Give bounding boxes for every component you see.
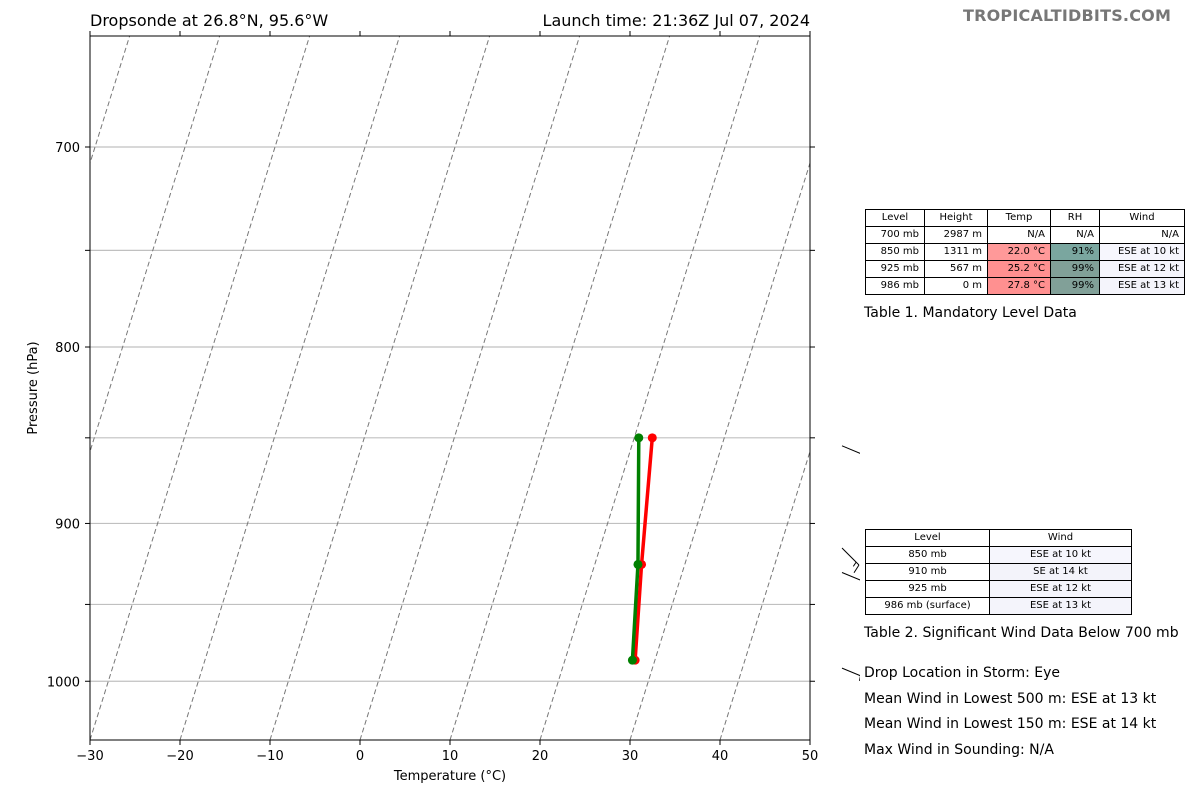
header-cell-wind: Wind [989, 529, 1132, 547]
dewpoint-point [634, 433, 644, 443]
cell-wind: ESE at 13 kt [989, 597, 1132, 615]
isotherm-line [449, 36, 671, 740]
chart-title-launch-time: Launch time: 21:36Z Jul 07, 2024 [542, 11, 810, 30]
wind-barb-half [852, 561, 857, 567]
table-row: 986 mb (surface) ESE at 13 kt [865, 597, 1132, 615]
watermark-logo: TROPICALTIDBITS.COM [963, 6, 1172, 25]
x-tick-label: 10 [442, 749, 459, 764]
x-tick-label: 50 [802, 749, 819, 764]
dewpoint-point [633, 559, 643, 569]
table-row: 925 mb ESE at 12 kt [865, 580, 1132, 598]
x-tick-label: 40 [712, 749, 729, 764]
cell-wind: ESE at 10 kt [989, 546, 1132, 564]
x-tick-label: −30 [76, 749, 103, 764]
isotherm-line [629, 161, 810, 740]
x-tick-label: 0 [356, 749, 364, 764]
cell-wind: ESE at 13 kt [1099, 277, 1185, 295]
mandatory-level-table: Level Height Temp RH Wind 700 mb 2987 m N/A N/A… [865, 209, 1185, 295]
cell-level: 986 mb [865, 277, 925, 295]
cell-wind: N/A [1099, 226, 1185, 244]
y-axis-label: Pressure (hPa) [26, 341, 41, 434]
mean-wind-500m-text: Mean Wind in Lowest 500 m: ESE at 13 kt [864, 691, 1157, 707]
isotherm-line [90, 36, 311, 740]
significant-wind-caption: Table 2. Significant Wind Data Below 700… [864, 625, 1179, 641]
isotherm-line [179, 36, 401, 740]
cell-temp: 25.2 °C [987, 260, 1051, 278]
wind-barb-staff [841, 667, 860, 677]
cell-wind: ESE at 12 kt [989, 580, 1132, 598]
x-tick-label: −20 [166, 749, 193, 764]
cell-level: 850 mb [865, 546, 990, 564]
cell-height: 2987 m [924, 226, 988, 244]
max-wind-text: Max Wind in Sounding: N/A [864, 742, 1054, 758]
wind-barb-half [858, 675, 860, 681]
cell-level: 910 mb [865, 563, 990, 581]
y-tick-label: 1000 [47, 675, 80, 690]
header-cell-wind: Wind [1099, 209, 1185, 227]
chart-title-location: Dropsonde at 26.8°N, 95.6°W [90, 11, 329, 30]
cell-rh: 99% [1050, 277, 1100, 295]
cell-level: 925 mb [865, 260, 925, 278]
cell-height: 0 m [924, 277, 988, 295]
x-tick-label: 20 [532, 749, 549, 764]
skew-t-chart: −30 −20 −10 0 10 20 30 40 50 700 800 900 1000 Tempera… [26, 31, 860, 784]
mandatory-table-caption: Table 1. Mandatory Level Data [864, 305, 1077, 321]
drop-location-text: Drop Location in Storm: Eye [864, 665, 1061, 681]
isotherm-line [359, 36, 581, 740]
header-cell-height: Height [924, 209, 988, 227]
isotherm-line [809, 738, 810, 740]
isotherm-line [719, 449, 810, 740]
table-row: 925 mb 567 m 25.2 °C 99% ESE at 12 kt [865, 260, 1185, 278]
cell-level: 700 mb [865, 226, 925, 244]
cell-wind: ESE at 12 kt [1099, 260, 1185, 278]
table-row: 986 mb 0 m 27.8 °C 99% ESE at 13 kt [865, 277, 1185, 295]
cell-level: 986 mb (surface) [865, 597, 990, 615]
cell-temp: 27.8 °C [987, 277, 1051, 295]
table-row: 850 mb 1311 m 22.0 °C 91% ESE at 10 kt [865, 243, 1185, 261]
y-tick-label: 900 [55, 517, 80, 532]
header-cell-level: Level [865, 529, 990, 547]
wind-barb-full [853, 564, 860, 574]
cell-rh: 91% [1050, 243, 1100, 261]
dewpoint-point [627, 655, 637, 665]
isotherm-line [539, 36, 761, 740]
header-cell-temp: Temp [987, 209, 1051, 227]
cell-height: 567 m [924, 260, 988, 278]
table-row: 700 mb 2987 m N/A N/A N/A [865, 226, 1185, 244]
wind-barb [841, 572, 860, 581]
plot-frame [89, 35, 811, 741]
table-row: 910 mb SE at 14 kt [865, 563, 1132, 581]
wind-barb [841, 547, 860, 574]
temperature-point [647, 433, 657, 443]
y-tick-label: 800 [55, 341, 80, 356]
isotherm-line [90, 36, 221, 454]
isotherm-line [269, 36, 491, 740]
cell-rh: N/A [1050, 226, 1100, 244]
x-tick-label: 30 [622, 749, 639, 764]
mean-wind-150m-text: Mean Wind in Lowest 150 m: ESE at 14 kt [864, 716, 1157, 732]
x-tick-label: −10 [256, 749, 283, 764]
cell-rh: 99% [1050, 260, 1100, 278]
cell-temp: N/A [987, 226, 1051, 244]
y-tick-label: 700 [55, 141, 80, 156]
table-header-row: Level Height Temp RH Wind [865, 209, 1185, 227]
header-cell-level: Level [865, 209, 925, 227]
cell-level: 925 mb [865, 580, 990, 598]
cell-wind: SE at 14 kt [989, 563, 1132, 581]
significant-wind-table: Level Wind 850 mb ESE at 10 kt 910 mb SE at … [865, 529, 1132, 615]
cell-height: 1311 m [924, 243, 988, 261]
table-row: 850 mb ESE at 10 kt [865, 546, 1132, 564]
cell-level: 850 mb [865, 243, 925, 261]
cell-temp: 22.0 °C [987, 243, 1051, 261]
plot-area [90, 36, 810, 740]
cell-wind: ESE at 10 kt [1099, 243, 1185, 261]
table-header-row: Level Wind [865, 529, 1132, 547]
wind-barb-staff [841, 572, 860, 581]
header-cell-rh: RH [1050, 209, 1100, 227]
wind-barb [841, 667, 860, 681]
wind-barb [841, 445, 860, 454]
x-axis-label: Temperature (°C) [393, 769, 506, 784]
wind-barb-staff [841, 445, 860, 454]
